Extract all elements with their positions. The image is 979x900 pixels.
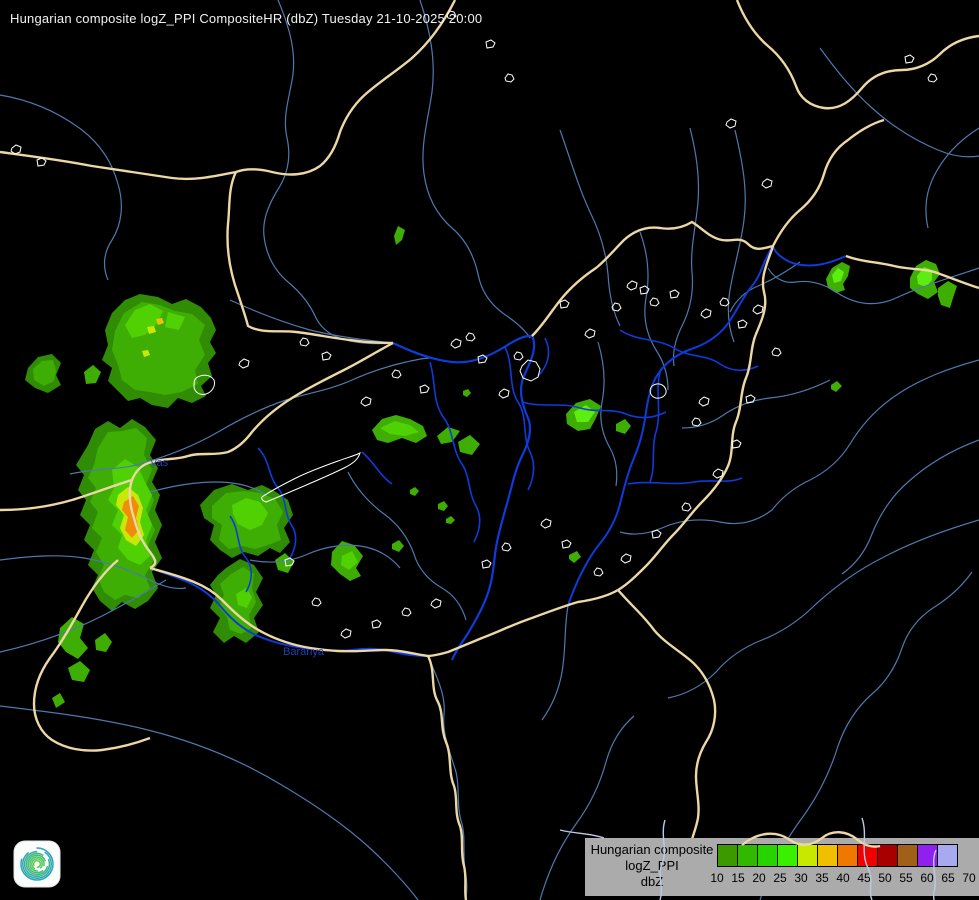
legend-tick-label: 35: [815, 871, 829, 885]
legend-tick-label: 10: [710, 871, 724, 885]
lake-tisza-outline: [649, 383, 667, 399]
major-rivers-county-borders-layer: [149, 243, 847, 661]
map-title: Hungarian composite logZ_PPI CompositeHR…: [10, 11, 483, 26]
legend-tick-label: 25: [773, 871, 787, 885]
legend-tick-label: 30: [794, 871, 808, 885]
legend-swatch: [877, 844, 898, 867]
legend-swatch: [917, 844, 938, 867]
legend-tick-row: 10 15 20 25 30 35 40 45 50 55 60 65 70: [710, 871, 979, 887]
legend-swatch: [837, 844, 858, 867]
lake-ferto-outline: [193, 374, 215, 395]
legend-swatch-row: [717, 844, 958, 867]
legend-swatch: [737, 844, 758, 867]
legend-swatch: [897, 844, 918, 867]
budapest-outline: [519, 359, 541, 382]
legend-tick-label: 15: [731, 871, 745, 885]
county-label: Baranya: [283, 646, 325, 658]
hungaromet-spiral-logo: [13, 840, 61, 888]
county-labels-layer: Vas Baranya: [150, 457, 325, 658]
legend-swatch: [777, 844, 798, 867]
county-borders: [229, 329, 759, 593]
spiral-icon: [20, 847, 54, 881]
legend-swatch: [937, 844, 958, 867]
legend-tick-label: 70: [962, 871, 976, 885]
legend-swatch: [717, 844, 738, 867]
legend-swatch: [817, 844, 838, 867]
settlement-outlines-layer: [10, 10, 938, 639]
legend-swatch: [797, 844, 818, 867]
legend-tick-label: 40: [836, 871, 850, 885]
legend-title-line2: logZ_PPI: [625, 858, 679, 873]
legend-tick-label: 45: [857, 871, 871, 885]
legend-title-line1: Hungarian composite: [590, 842, 714, 857]
legend-swatch: [857, 844, 878, 867]
legend-swatch: [757, 844, 778, 867]
legend-title: Hungarian composite logZ_PPI dbZ: [587, 842, 717, 890]
legend-tick-label: 55: [899, 871, 913, 885]
legend-tick-label: 20: [752, 871, 766, 885]
county-label: Vas: [150, 457, 169, 469]
color-scale-legend: Hungarian composite logZ_PPI dbZ 10 15 20 2…: [585, 838, 979, 896]
legend-tick-label: 65: [941, 871, 955, 885]
legend-title-line3: dbZ: [640, 874, 664, 889]
legend-tick-label: 60: [920, 871, 934, 885]
legend-tick-label: 50: [878, 871, 892, 885]
lake-balaton-outline: [261, 452, 361, 503]
